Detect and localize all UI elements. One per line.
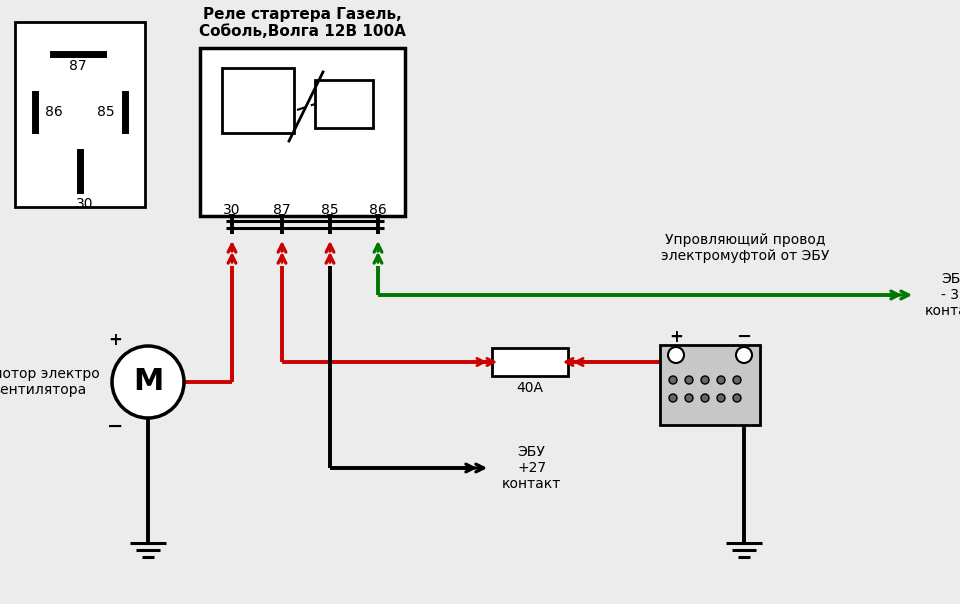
Text: 40А: 40А: [516, 381, 543, 395]
Text: −: −: [107, 417, 123, 435]
Circle shape: [736, 347, 752, 363]
Circle shape: [685, 376, 693, 384]
Circle shape: [112, 346, 184, 418]
Bar: [492, 348, 568, 376]
Circle shape: [668, 347, 684, 363]
Text: 85: 85: [97, 105, 115, 119]
Text: Упровляющий провод
электромуфтой от ЭБУ: Упровляющий провод электромуфтой от ЭБУ: [660, 233, 829, 263]
Circle shape: [669, 394, 677, 402]
Text: 85: 85: [322, 203, 339, 217]
Text: М: М: [132, 367, 163, 396]
Text: ЭБУ
+27
контакт: ЭБУ +27 контакт: [502, 445, 562, 491]
Circle shape: [717, 394, 725, 402]
Circle shape: [701, 376, 709, 384]
Text: 86: 86: [370, 203, 387, 217]
Text: −: −: [736, 328, 752, 346]
Text: Реле стартера Газель,
Соболь,Волга 12В 100А: Реле стартера Газель, Соболь,Волга 12В 1…: [199, 7, 405, 39]
Text: +: +: [669, 328, 683, 346]
Text: 30: 30: [76, 197, 94, 211]
Text: +: +: [108, 331, 122, 349]
Text: 87: 87: [69, 59, 86, 73]
Bar: [200, 48, 405, 216]
Bar: [660, 345, 760, 425]
Bar: [222, 68, 294, 133]
Circle shape: [701, 394, 709, 402]
Circle shape: [685, 394, 693, 402]
Bar: [15, 22, 145, 207]
Text: 30: 30: [224, 203, 241, 217]
Bar: [315, 80, 373, 128]
Circle shape: [733, 376, 741, 384]
Text: ЭБУ
- 33
контакт: ЭБУ - 33 контакт: [925, 272, 960, 318]
Circle shape: [717, 376, 725, 384]
Text: мотор электро
вентилятора: мотор электро вентилятора: [0, 367, 100, 397]
Text: 86: 86: [45, 105, 62, 119]
Circle shape: [669, 376, 677, 384]
Circle shape: [733, 394, 741, 402]
Text: 87: 87: [274, 203, 291, 217]
